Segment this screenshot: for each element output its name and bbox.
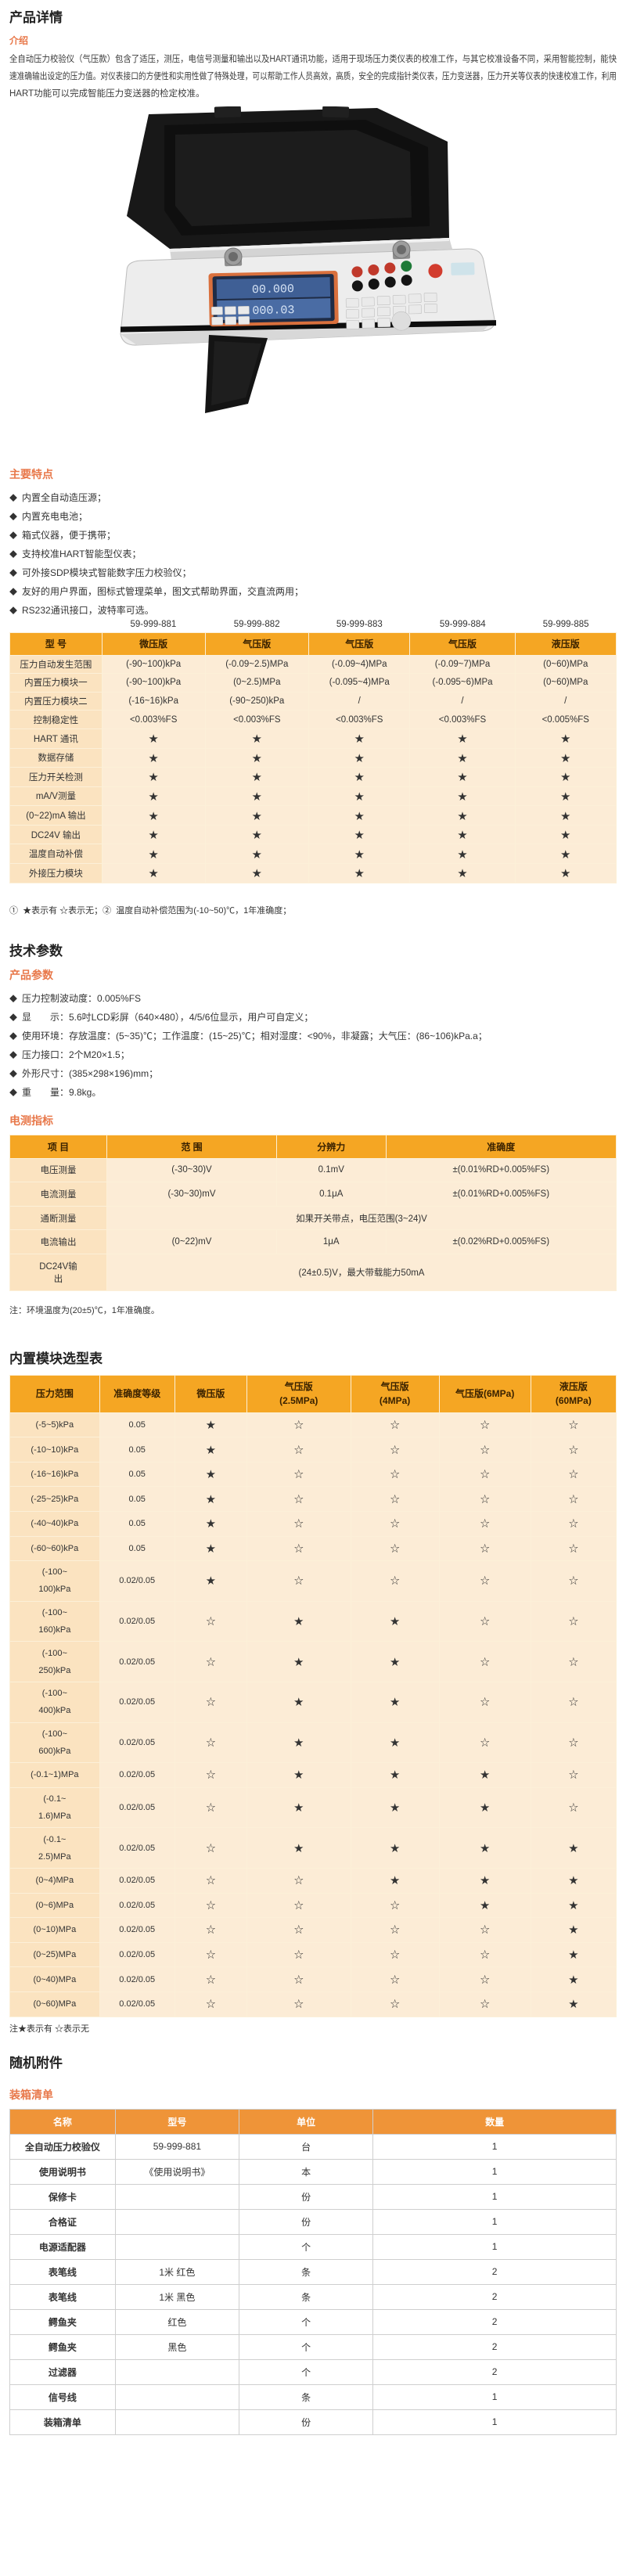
svg-text:00.000: 00.000 [252,282,294,297]
svg-text:000.03: 000.03 [252,304,294,318]
